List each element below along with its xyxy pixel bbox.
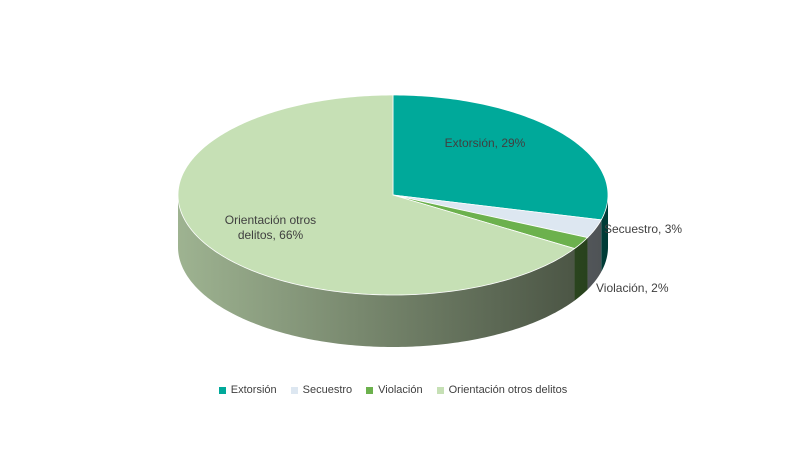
legend-label: Secuestro — [302, 384, 353, 396]
data-label: Violación, 2% — [596, 281, 669, 295]
legend-item: Extorsión — [218, 384, 277, 396]
slice-side — [587, 219, 602, 290]
legend-item: Secuestro — [290, 384, 353, 396]
pie-sides — [178, 195, 608, 347]
legend-swatch — [218, 386, 226, 394]
slice — [392, 194, 589, 250]
legend-label: Orientación otros delitos — [448, 384, 568, 396]
legend-swatch — [366, 386, 374, 394]
slice — [392, 94, 609, 221]
legend-label: Violación — [378, 384, 423, 396]
legend-item: Orientación otros delitos — [436, 384, 568, 396]
slice-side — [178, 195, 575, 347]
data-label: Secuestro, 3% — [604, 222, 683, 236]
legend: Extorsión Secuestro Violación Orientación o… — [0, 384, 786, 396]
slice — [177, 94, 576, 296]
data-label: Orientación otros delitos, 66% — [224, 213, 317, 242]
legend-swatch — [436, 386, 444, 394]
legend-item: Violación — [366, 384, 423, 396]
legend-label: Extorsión — [230, 384, 277, 396]
slice — [392, 194, 602, 239]
slice-side — [574, 237, 588, 301]
pie-top — [177, 94, 609, 296]
data-label: Extorsión, 29% — [444, 136, 526, 150]
legend-swatch — [290, 386, 298, 394]
slice-side — [601, 195, 608, 272]
